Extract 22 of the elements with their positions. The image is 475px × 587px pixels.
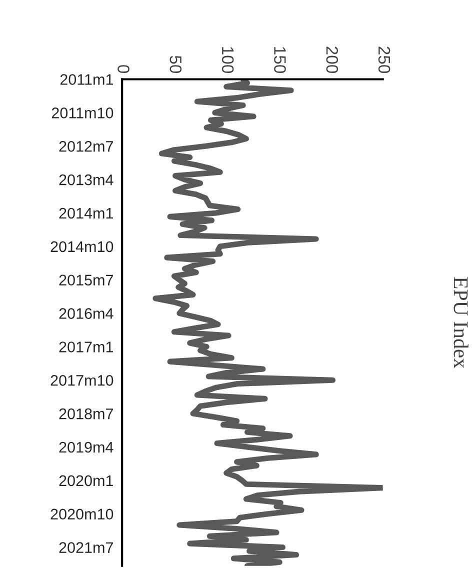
y-tick-label: 2011m10: [52, 108, 114, 118]
y-tick-label: 2011m1: [60, 74, 113, 85]
x-tick-label: 100: [222, 47, 234, 74]
y-tick-label: 2014m1: [59, 208, 113, 219]
y-tick-label: 2017m10: [50, 375, 114, 386]
y-tick-label: 2014m10: [50, 241, 114, 252]
x-tick-label: 50: [170, 56, 182, 74]
y-tick-label: 2020m1: [59, 475, 113, 486]
y-tick-label: 2020m10: [50, 508, 114, 520]
x-tick-label: 0: [118, 65, 130, 74]
y-tick-label: 2018m7: [59, 408, 113, 420]
y-tick-label: 2012m7: [59, 140, 113, 152]
y-axis-title: EPU Index: [454, 277, 468, 368]
x-tick-label: 250: [378, 46, 390, 74]
y-tick-label: 2013m4: [59, 174, 114, 186]
y-tick-label: 2019m4: [59, 442, 114, 453]
y-tick-label: 2016m4: [59, 308, 114, 319]
x-tick-label: 200: [326, 46, 338, 74]
y-tick-label: 2015m7: [59, 274, 113, 286]
x-tick-label: 150: [274, 47, 286, 74]
y-tick-label: 2017m1: [59, 342, 113, 352]
y-tick-label: 2021m7: [59, 542, 113, 553]
